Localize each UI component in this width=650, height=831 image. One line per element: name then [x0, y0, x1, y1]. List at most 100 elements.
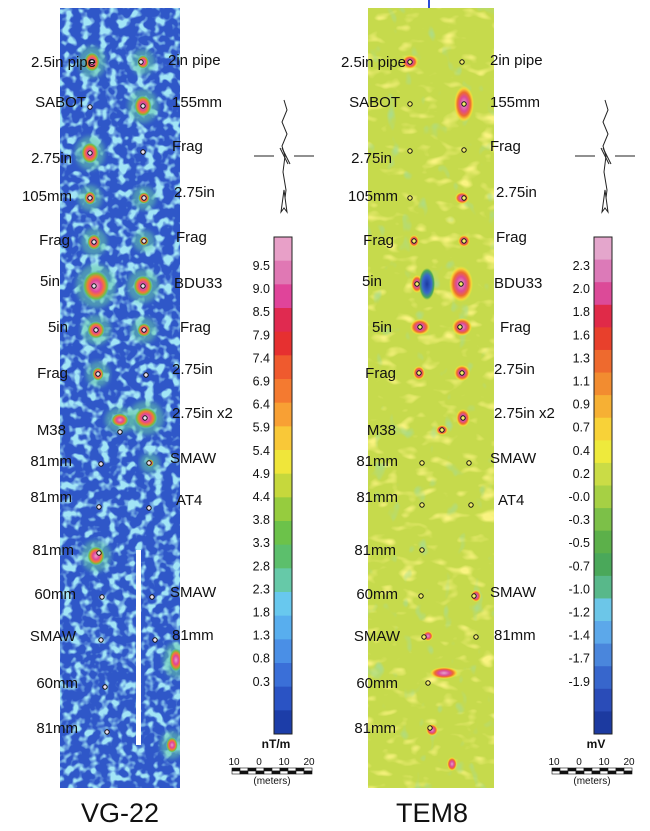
tem8-legend-swatch [594, 395, 612, 419]
tem8-legend-swatch [594, 666, 612, 690]
tem8-legend-swatch [594, 327, 612, 351]
tem8-legend-swatch [594, 643, 612, 667]
vg22-left-target-marker [98, 637, 104, 643]
vg22-scale-tick: 0 [256, 757, 262, 768]
tem8-left-target-label: 5in [372, 319, 392, 336]
vg22-legend-tick: 3.3 [253, 536, 270, 550]
vg22-legend-tick: 8.5 [253, 305, 270, 319]
vg22-left-target-marker [95, 371, 101, 377]
tem8-legend-swatch [594, 530, 612, 554]
vg22-legend-swatch [274, 473, 292, 498]
vg22-right-target-label: AT4 [176, 492, 202, 509]
tem8-left-target-marker [407, 195, 413, 201]
tem8-right-target-label: 2.75in [496, 184, 537, 201]
north-arrow-icon [254, 99, 314, 214]
tem8-left-target-label: 2.5in pipe [341, 54, 406, 71]
vg22-legend-swatch [274, 284, 292, 309]
vg22-right-target-label: 2.75in [172, 361, 213, 378]
vg22-right-target-marker [141, 195, 147, 201]
vg22-left-target-marker [91, 283, 97, 289]
tem8-target-markers [407, 59, 479, 731]
tem8-legend-tick: 0.2 [573, 467, 590, 481]
vg22-legend-swatch [274, 521, 292, 546]
vg22-legend-swatch [274, 615, 292, 640]
vg22-left-target-label: 2.5in pipe [31, 54, 96, 71]
vg22-legend-swatch [274, 402, 292, 427]
vg22-left-target-label: 60mm [34, 586, 76, 603]
vg22-left-target-marker [93, 327, 99, 333]
vg22-title: VG-22 [81, 798, 159, 828]
tem8-map-texture-b [368, 8, 494, 788]
vg22-left-target-label: 81mm [30, 489, 72, 506]
tem8-legend-tick: 0.4 [573, 444, 590, 458]
tem8-left-target-marker [418, 593, 424, 599]
vg22-legend-swatch [274, 331, 292, 356]
tem8-legend-swatch [594, 711, 612, 735]
tem8-left-target-marker [414, 281, 420, 287]
tem8-legend-tick: 1.1 [573, 375, 590, 389]
tem8-legend-tick: -0.5 [568, 536, 590, 550]
tem8-legend-swatch [594, 237, 612, 261]
vg22-legend-tick: 3.8 [253, 513, 270, 527]
vg22-legend-tick: 7.9 [253, 328, 270, 342]
vg22-left-target-label: 5in [48, 319, 68, 336]
vg22-target-markers [87, 59, 158, 735]
tem8-left-target-marker [425, 680, 431, 686]
tem8-legend-swatch [594, 440, 612, 464]
tem8-legend-swatch [594, 598, 612, 622]
tem8-right-target-marker [461, 101, 467, 107]
vg22-left-target-marker [89, 59, 95, 65]
vg22-legend-tick: 1.3 [253, 629, 270, 643]
tem8-left-target-marker [439, 427, 445, 433]
vg22-left-target-marker [87, 104, 93, 110]
vg22-scale-bar: 10 0 10 20 (meters) [228, 757, 315, 787]
tem8-legend-tick: -1.4 [568, 629, 590, 643]
vg22-legend-swatch [274, 663, 292, 688]
vg22-left-target-label: 81mm [30, 453, 72, 470]
tem8-left-target-label: 81mm [354, 720, 396, 737]
vg22-legend-tick: 1.8 [253, 606, 270, 620]
tem8-legend-tick: -1.2 [568, 606, 590, 620]
tem8-left-target-label: 2.75in [351, 150, 392, 167]
tem8-right-target-label: Frag [490, 138, 521, 155]
vg22-scale-tick: 10 [278, 757, 290, 768]
tem8-left-target-label: 60mm [356, 675, 398, 692]
tem8-scale-tick: 0 [576, 757, 582, 768]
tem8-right-target-marker [461, 195, 467, 201]
tem8-legend-swatch [594, 485, 612, 509]
vg22-legend-swatch [274, 355, 292, 380]
vg22-right-target-marker [141, 327, 147, 333]
tem8-right-target-marker [457, 324, 463, 330]
tem8-left-target-label: 105mm [348, 188, 398, 205]
vg22-left-target-marker [117, 429, 123, 435]
tem8-left-target-label: 81mm [356, 453, 398, 470]
vg22-map-texture [60, 8, 180, 788]
vg22-right-target-label: SMAW [170, 584, 217, 601]
vg22-scale-tick: 20 [303, 757, 315, 768]
tem8-legend-tick: -1.9 [568, 675, 590, 689]
tem8-legend-swatch [594, 372, 612, 396]
tem8-left-target-marker [427, 725, 433, 731]
vg22-right-target-marker [141, 238, 147, 244]
tem8-scale-label: (meters) [573, 776, 610, 787]
vg22-legend-swatch [274, 426, 292, 451]
vg22-right-target-marker [140, 103, 146, 109]
tem8-right-target-label: SMAW [490, 450, 537, 467]
vg22-left-target-marker [87, 195, 93, 201]
vg22-legend-tick: 6.4 [253, 398, 270, 412]
tem8-left-target-marker [419, 502, 425, 508]
vg22-right-target-marker [142, 415, 148, 421]
vg22-right-target-marker [146, 505, 152, 511]
vg22-right-target-label: SMAW [170, 450, 217, 467]
vg22-survey-gap [136, 550, 141, 745]
vg22-left-target-label: 105mm [22, 188, 72, 205]
tem8-legend-swatch [594, 304, 612, 328]
tem8-legend-tick: 1.8 [573, 305, 590, 319]
vg22-left-target-marker [96, 504, 102, 510]
tem8-right-target-label: SMAW [490, 584, 537, 601]
tem8-map [368, 8, 494, 788]
vg22-right-target-marker [140, 149, 146, 155]
tem8-scale-tick: 10 [598, 757, 610, 768]
vg22-left-target-label: Frag [39, 232, 70, 249]
tem8-right-target-marker [459, 59, 465, 65]
